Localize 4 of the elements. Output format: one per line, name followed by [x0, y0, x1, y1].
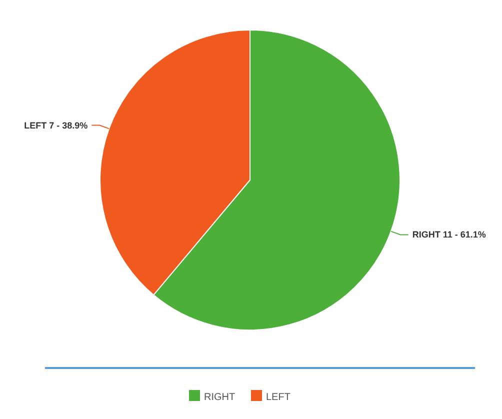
legend-label: LEFT	[266, 392, 290, 403]
data-label: RIGHT 11 - 61.1%	[412, 230, 486, 240]
data-label: LEFT 7 - 38.9%	[24, 120, 88, 130]
legend-label: RIGHT	[204, 392, 236, 403]
